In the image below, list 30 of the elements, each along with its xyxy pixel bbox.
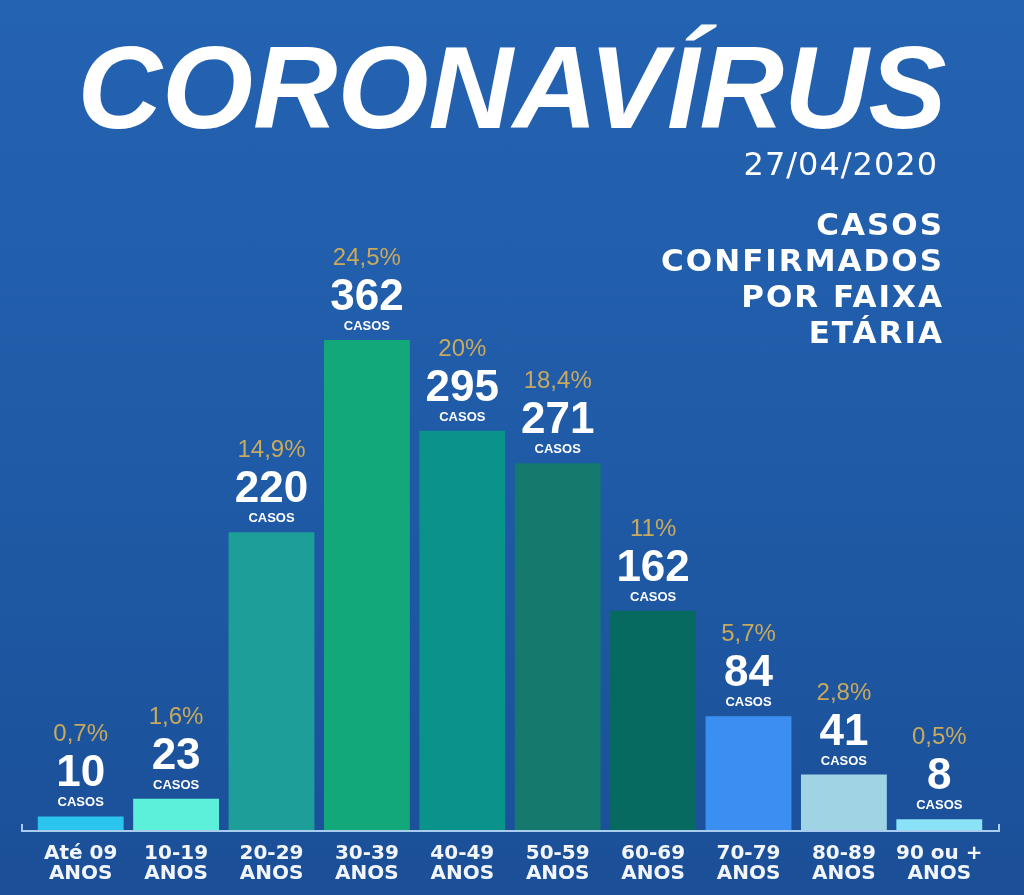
x-tick-label: 90 ou + ANOS [896, 840, 983, 885]
data-label: 11% 162 CASOS [616, 513, 690, 604]
bar [514, 463, 601, 830]
data-label: 0,5% 8 CASOS [911, 722, 967, 813]
bar [133, 798, 220, 830]
x-tick-label: 10-19 ANOS [144, 840, 209, 885]
data-label: 5,7% 84 CASOS [721, 619, 776, 710]
chart-subtitle: CASOS CONFIRMADOS POR FAIXA ETÁRIA [661, 206, 944, 350]
x-tick-label: 70-79 ANOS [716, 840, 781, 885]
bar [419, 430, 506, 830]
data-label: 14,9% 220 CASOS [234, 435, 309, 526]
x-tick-label: 50-59 ANOS [525, 840, 590, 885]
data-label: 1,6% 23 CASOS [148, 701, 204, 792]
bar [610, 610, 697, 830]
x-tick-label: 80-89 ANOS [811, 840, 876, 885]
x-tick-label: Até 09 ANOS [44, 840, 118, 885]
x-tick-label: 20-29 ANOS [239, 840, 304, 885]
bar [323, 340, 410, 830]
x-tick-label: 40-49 ANOS [430, 840, 495, 885]
data-label: 18,4% 271 CASOS [520, 366, 595, 457]
bar [705, 716, 792, 830]
bar [37, 816, 124, 830]
bar [228, 532, 315, 830]
x-tick-label: 30-39 ANOS [334, 840, 399, 885]
bar [896, 819, 983, 830]
data-label: 0,7% 10 CASOS [53, 719, 109, 810]
data-label: 2,8% 41 CASOS [816, 677, 872, 768]
data-label: 24,5% 362 CASOS [330, 243, 404, 333]
x-tick-label: 60-69 ANOS [621, 840, 686, 885]
data-label: 20% 295 CASOS [425, 333, 500, 424]
